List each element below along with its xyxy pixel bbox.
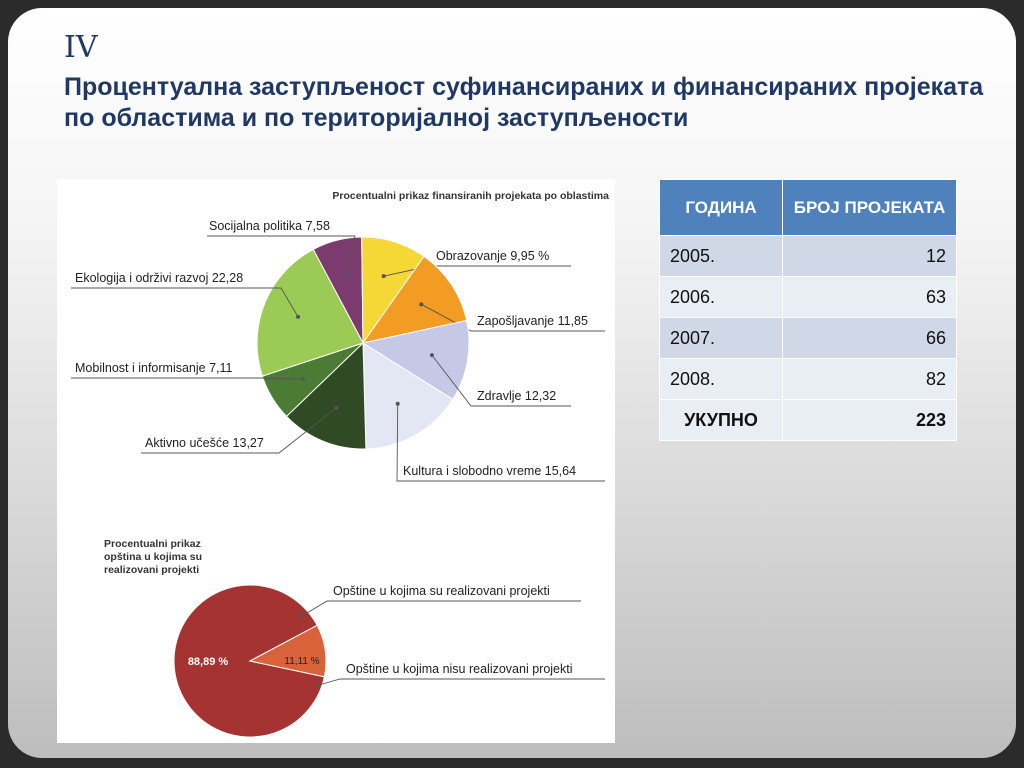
cell-year: 2007. xyxy=(659,317,783,359)
projects-table: ГОДИНА БРОЈ ПРОЈЕКАТА 2005. 12 2006. 63 … xyxy=(659,179,957,441)
pie-slice xyxy=(361,255,468,344)
chart-panel: Procentualni prikaz finansiranih projeka… xyxy=(57,179,615,743)
leader-line xyxy=(318,678,605,686)
table-total-row: УКУПНО 223 xyxy=(659,399,957,441)
leader-line xyxy=(431,354,571,407)
pie-slice xyxy=(362,342,454,450)
slice-label: Opštine u kojima su realizovani projekti xyxy=(333,584,550,598)
leader-dot xyxy=(395,401,400,406)
cell-count: 66 xyxy=(782,317,957,359)
header-count: БРОЈ ПРОЈЕКАТА xyxy=(782,179,957,236)
leader-dot xyxy=(381,274,386,279)
cell-count: 82 xyxy=(782,358,957,400)
slice-label: Kultura i slobodno vreme 15,64 xyxy=(403,464,576,478)
slice-label: Obrazovanje 9,95 % xyxy=(436,249,549,263)
table-row: 2008. 82 xyxy=(659,358,957,400)
slice-label: Aktivno učešće 13,27 xyxy=(145,436,264,450)
slice-label: Mobilnost i informisanje 7,11 xyxy=(75,361,233,375)
cell-year: 2008. xyxy=(659,358,783,400)
cell-year: 2006. xyxy=(659,276,783,318)
slice-label: Ekologija i održivi razvoj 22,28 xyxy=(75,271,243,285)
slide: IV Процентуална заступљеност суфинансира… xyxy=(8,8,1016,758)
slice-label: Zapošljavanje 11,85 xyxy=(477,314,588,328)
pie-slice xyxy=(361,319,470,401)
leader-line xyxy=(71,377,304,380)
cell-total-count: 223 xyxy=(782,399,957,441)
table-row: 2005. 12 xyxy=(659,235,957,277)
slice-value-label: 11,11 % xyxy=(284,656,319,667)
chart-title-line: Procentualni prikaz xyxy=(104,538,201,550)
cell-total-label: УКУПНО xyxy=(659,399,783,441)
pie-slice xyxy=(248,624,327,678)
slice-label: Opštine u kojima nisu realizovani projek… xyxy=(346,662,573,676)
leader-line xyxy=(141,407,337,454)
slice-label: Zdravlje 12,32 xyxy=(477,389,556,403)
table-row: 2007. 66 xyxy=(659,317,957,359)
cell-count: 12 xyxy=(782,235,957,277)
slice-label: Socijalna politika 7,58 xyxy=(209,219,330,233)
chart-title: Procentualni prikaz finansiranih projeka… xyxy=(332,190,609,202)
cell-year: 2005. xyxy=(659,235,783,277)
section-number: IV xyxy=(64,30,98,65)
leader-line xyxy=(421,303,605,332)
leader-line xyxy=(396,403,605,482)
table-row: 2006. 63 xyxy=(659,276,957,318)
slice-value-label: 88,89 % xyxy=(188,656,229,668)
leader-line xyxy=(207,235,356,276)
pie-slice xyxy=(256,248,364,377)
cell-count: 63 xyxy=(782,276,957,318)
leader-line xyxy=(71,287,299,318)
chart-title-line: opština u kojima su xyxy=(104,551,202,563)
leader-dot xyxy=(301,377,306,382)
slide-heading: Процентуална заступљеност суфинансираних… xyxy=(64,73,984,132)
leader-line xyxy=(301,600,581,617)
header-year: ГОДИНА xyxy=(659,179,783,236)
chart-title-line: realizovani projekti xyxy=(104,564,199,576)
leader-dot xyxy=(343,273,348,278)
table-header-row: ГОДИНА БРОЈ ПРОЈЕКАТА xyxy=(659,179,957,236)
charts-svg: Procentualni prikaz finansiranih projeka… xyxy=(71,190,609,738)
leader-dot xyxy=(296,314,301,319)
pie-slice xyxy=(285,341,367,450)
